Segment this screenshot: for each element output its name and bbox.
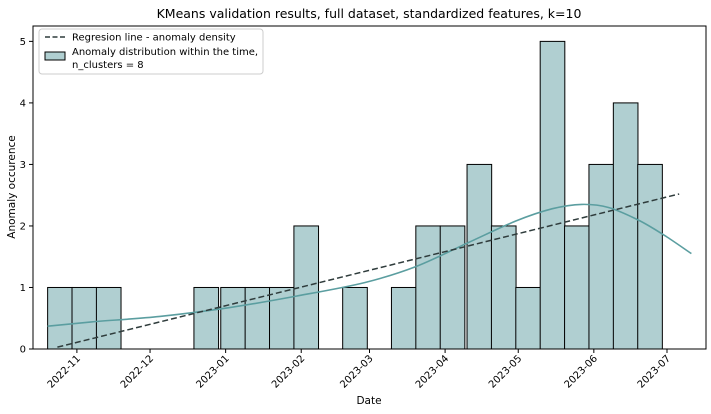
histogram-bar xyxy=(564,225,590,350)
legend-box xyxy=(38,28,264,75)
y-axis-label: Anomaly occurence xyxy=(6,135,18,238)
legend-label-distribution: Anomaly distribution within the time, xyxy=(72,47,258,58)
histogram-bar xyxy=(466,163,493,350)
histogram-bar xyxy=(244,286,271,350)
y-tick-label: 4 xyxy=(20,98,26,109)
y-tick-label: 3 xyxy=(20,160,26,171)
histogram-bar xyxy=(637,163,663,350)
histogram-bar xyxy=(95,286,122,350)
legend-label-regression: Regresion line - anomaly density xyxy=(72,33,236,44)
histogram-bar xyxy=(47,286,73,350)
x-axis-label: Date xyxy=(356,395,381,407)
y-tick-label: 1 xyxy=(20,283,26,294)
y-tick-label: 0 xyxy=(20,345,26,356)
legend: Regresion line - anomaly density Anomaly… xyxy=(38,28,264,75)
histogram-bar xyxy=(439,225,466,350)
histogram-bar xyxy=(588,163,615,350)
chart-title: KMeans validation results, full dataset,… xyxy=(157,6,582,21)
histogram-bar xyxy=(515,286,541,350)
histogram-bar xyxy=(193,286,220,350)
kde-layer xyxy=(47,203,692,327)
histogram-bar xyxy=(220,286,246,350)
histogram-bar xyxy=(539,40,566,350)
y-tick-label: 5 xyxy=(20,37,26,48)
y-tick-label: 2 xyxy=(20,221,26,232)
kde-curve xyxy=(47,203,692,327)
regression-line xyxy=(57,193,680,348)
legend-label-distribution-line2: n_clusters = 8 xyxy=(72,60,144,71)
histogram-bar xyxy=(415,225,441,350)
histogram-bar xyxy=(490,225,517,350)
bars-layer xyxy=(47,40,663,350)
y-axis: 0 1 2 3 4 5 xyxy=(20,37,33,356)
legend-patch-swatch xyxy=(44,51,66,61)
regression-layer xyxy=(57,193,680,348)
histogram-bar xyxy=(612,102,639,350)
histogram-bar xyxy=(342,286,368,350)
histogram-bar xyxy=(390,286,417,350)
